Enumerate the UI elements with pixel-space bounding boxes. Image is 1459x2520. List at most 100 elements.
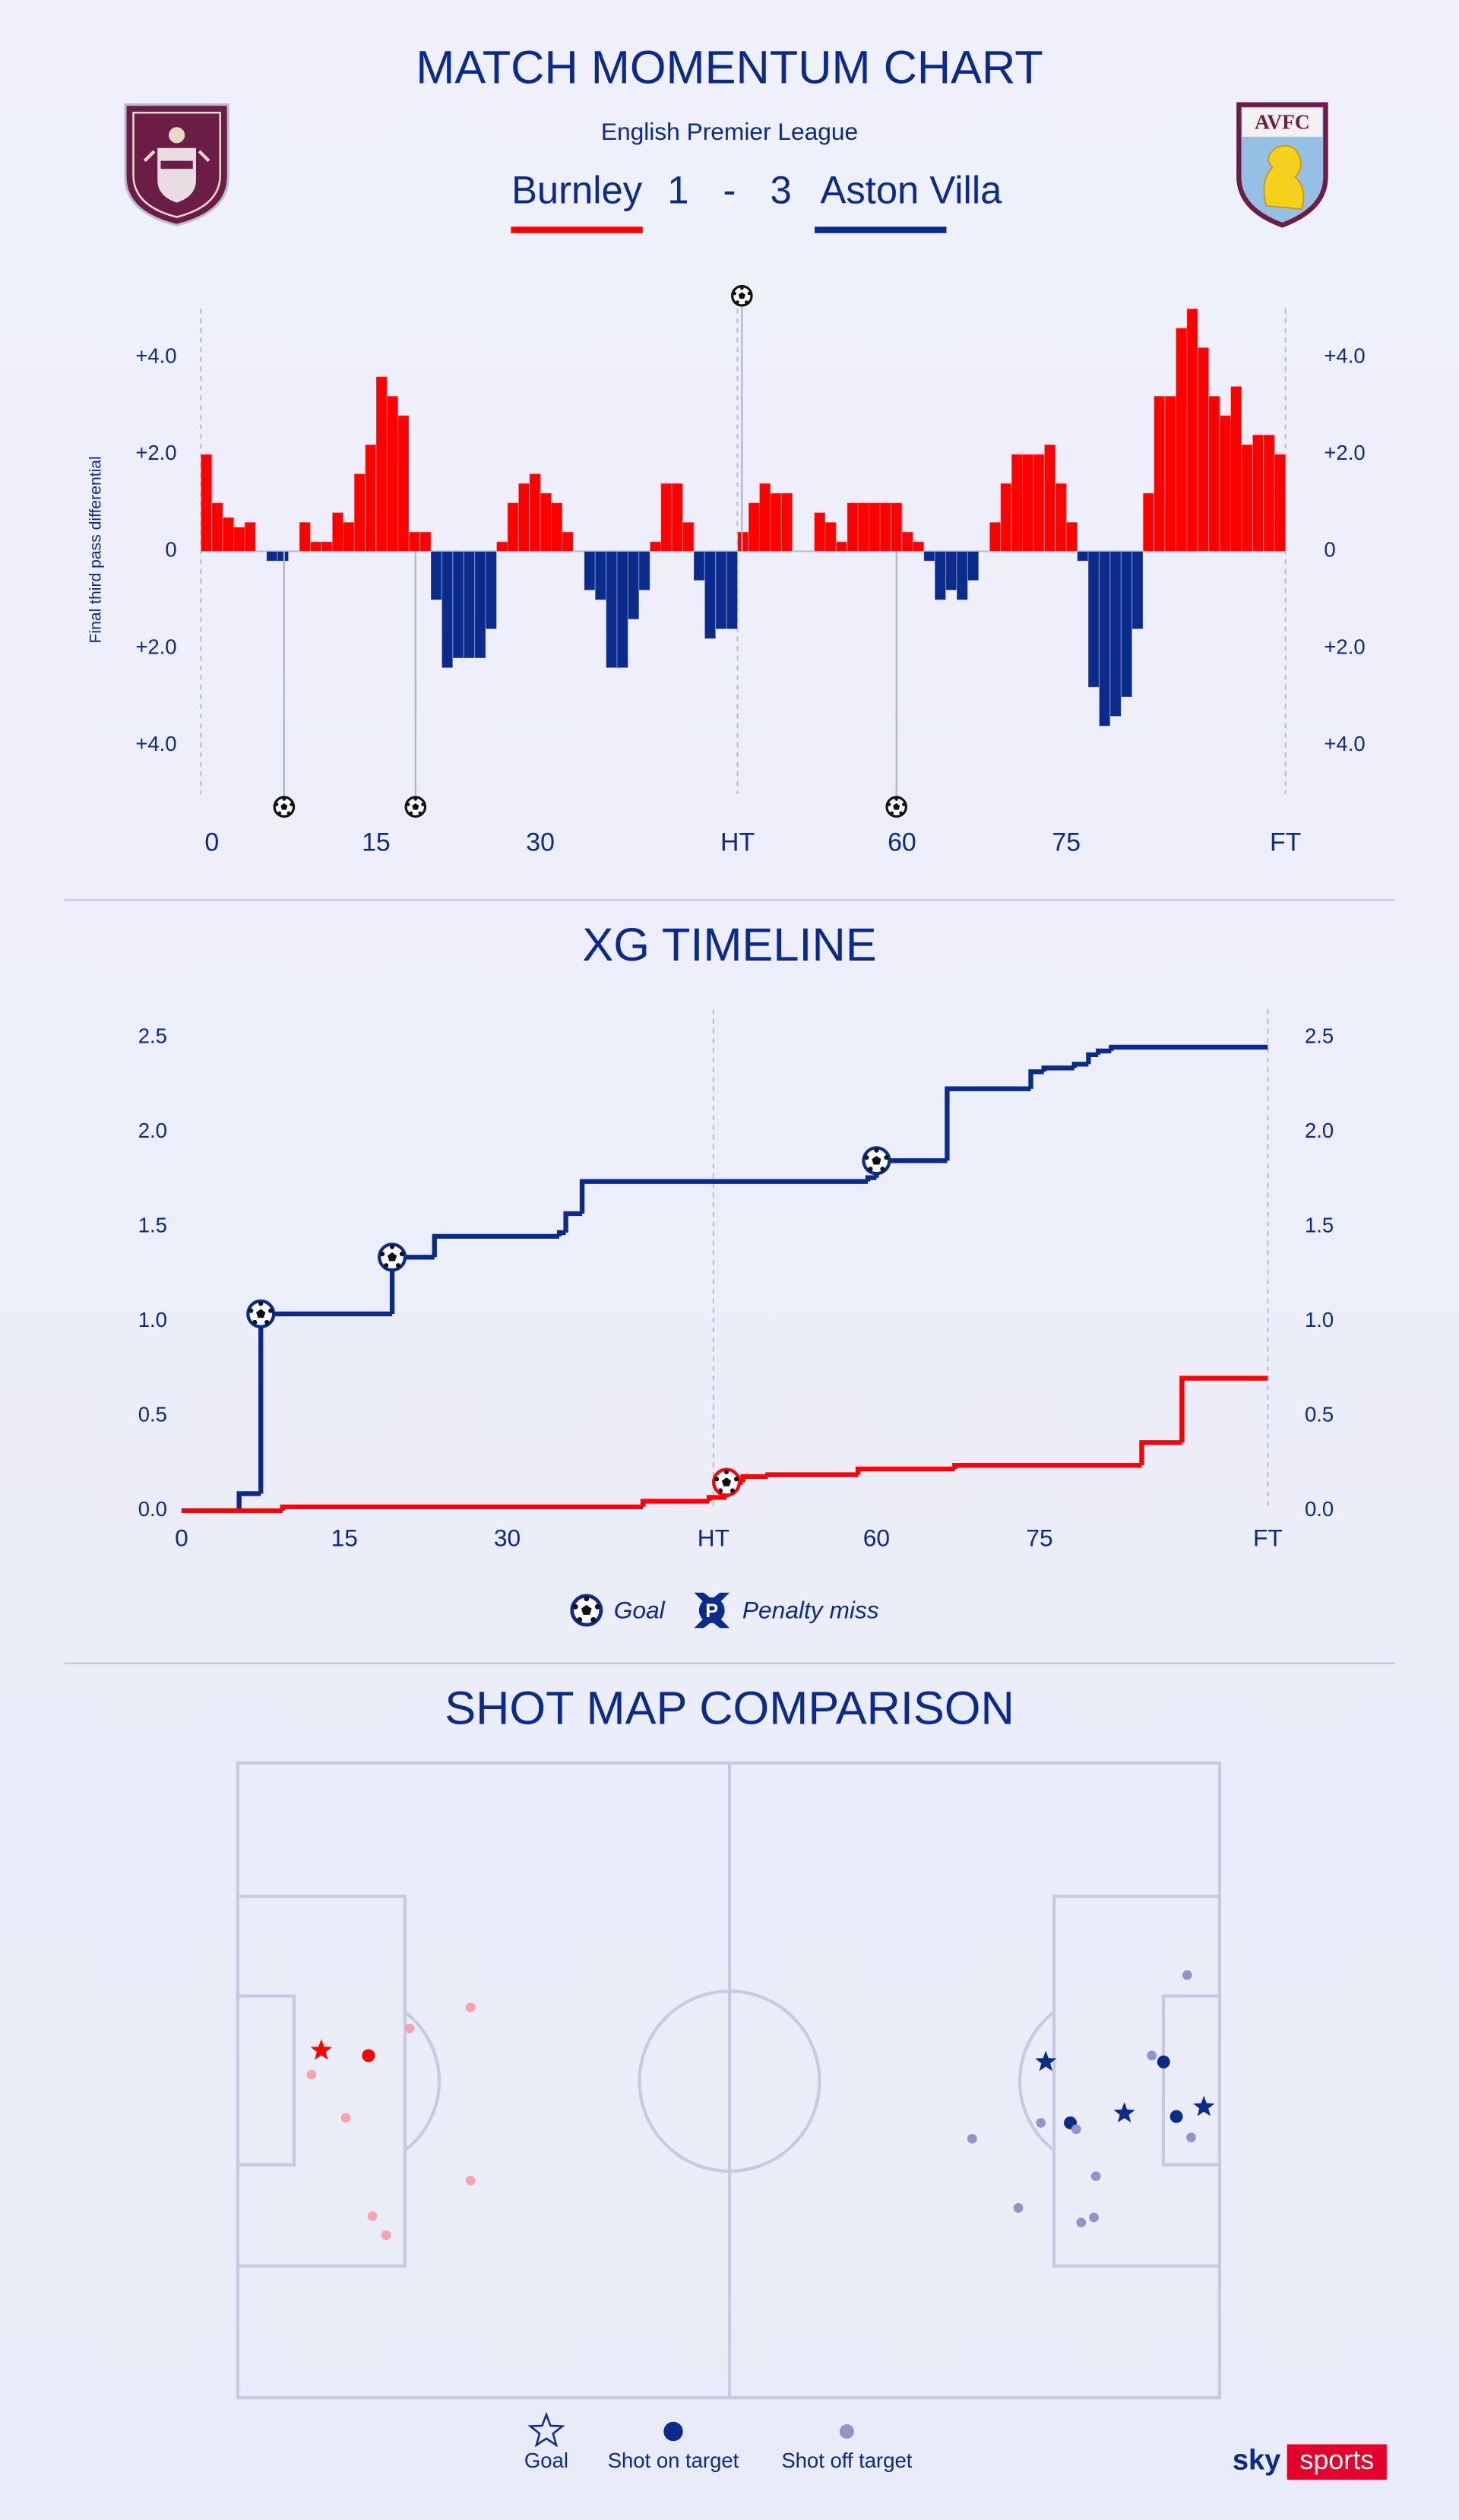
momentum-bar [1131, 550, 1144, 630]
penalty-icon: P [694, 1592, 730, 1629]
momentum-bar [562, 531, 574, 552]
momentum-bar [682, 521, 695, 552]
momentum-bar [1175, 328, 1188, 552]
shot-on-target [1157, 2055, 1170, 2069]
momentum-bar [967, 550, 980, 581]
y-tick-label: 1.5 [138, 1214, 167, 1237]
momentum-bar [934, 550, 947, 600]
y-tick-label: +2.0 [1324, 635, 1365, 658]
shot-goal [310, 2039, 332, 2060]
momentum-bar [343, 521, 355, 552]
momentum-bar [408, 531, 421, 552]
momentum-bar [869, 502, 881, 552]
shot-off-target [1071, 2124, 1081, 2135]
ball-patch [577, 1616, 583, 1622]
brand-sports: sports [1299, 2444, 1374, 2475]
momentum-bar [1043, 444, 1056, 552]
momentum-bar [1197, 347, 1210, 552]
shot-off-target [340, 2113, 351, 2123]
legend-label: Shot on target [608, 2449, 739, 2472]
momentum-bar [1274, 454, 1287, 552]
away-crest: AVFC [1236, 102, 1328, 228]
x-tick-label: 15 [362, 828, 391, 856]
momentum-bar [375, 376, 388, 552]
y-tick-label: 1.0 [138, 1308, 167, 1331]
ball-patch [714, 1477, 720, 1482]
ball-patch [286, 811, 291, 815]
penalty-disc [698, 1597, 725, 1623]
shot-off-target [381, 2230, 391, 2240]
y-tick-label: +2.0 [135, 635, 176, 658]
y-tick-label: 2.0 [138, 1119, 167, 1142]
goal-icon [378, 1243, 407, 1272]
momentum-bar [835, 541, 848, 552]
ball-patch [268, 1308, 274, 1313]
momentum-bar [890, 502, 903, 552]
xg-step [280, 1504, 644, 1511]
home-underline [511, 226, 643, 233]
y-tick-label: +4.0 [1324, 732, 1365, 755]
ball-patch [282, 797, 286, 801]
away-crest-text: AVFC [1255, 110, 1310, 133]
y-tick-label: +4.0 [1324, 343, 1365, 367]
xg-step [563, 1211, 583, 1233]
xg-step [1179, 1376, 1268, 1443]
momentum-bar [397, 415, 410, 552]
momentum-bar [748, 502, 760, 552]
shot-goal [1193, 2095, 1215, 2116]
ball-patch [893, 803, 900, 810]
momentum-bar [299, 521, 311, 552]
xg-step [855, 1466, 955, 1475]
momentum-bar [693, 550, 705, 581]
momentum-bar [386, 395, 399, 552]
momentum-bar [309, 541, 322, 552]
ball-patch [890, 811, 894, 815]
x-tick-label: 75 [1052, 828, 1081, 856]
shot-off-target [404, 2023, 415, 2034]
goal-icon [711, 1467, 742, 1497]
legend-marker [839, 2423, 854, 2439]
xg-step [1041, 1065, 1074, 1072]
xg-step [236, 1491, 261, 1511]
legend-label: Goal [614, 1596, 666, 1623]
ball-patch [868, 1167, 873, 1172]
momentum-bar [1142, 492, 1155, 552]
momentum-bar [879, 502, 891, 552]
momentum-bar [1263, 434, 1275, 552]
ball-patch [874, 1148, 879, 1153]
momentum-bar [660, 483, 673, 552]
momentum-bar [901, 531, 913, 552]
xg-step [765, 1472, 859, 1477]
momentum-bar [1230, 385, 1242, 552]
shot-off-target [465, 2176, 476, 2186]
momentum-bar [638, 550, 650, 591]
y-axis-label: Final third pass differential [87, 456, 104, 643]
y-tick-label: 2.5 [138, 1024, 167, 1048]
ball-patch [387, 1252, 397, 1262]
xg-step [1028, 1069, 1044, 1089]
momentum-bar [616, 550, 628, 669]
score-separator: - [723, 168, 736, 211]
ball-patch [584, 1596, 590, 1602]
legend-label: Goal [524, 2449, 568, 2472]
ball-patch [721, 1477, 732, 1486]
ball-patch [248, 1308, 254, 1313]
momentum-bar [1109, 550, 1122, 717]
momentum-bar [1120, 550, 1133, 698]
x-tick-label: 0 [204, 828, 219, 856]
momentum-bar [857, 502, 870, 552]
xg-step [865, 1175, 877, 1182]
momentum-bar [1011, 454, 1024, 552]
momentum-bar [780, 492, 793, 552]
charts: +4.0 +4.0 +2.0 +2.0 0 0 +2.0 +2.0 +4.0 +4.0 0 15 30 H… [135, 285, 1366, 2472]
xg-step [1109, 1044, 1268, 1051]
momentum-bar [244, 521, 256, 552]
momentum-bar [912, 541, 925, 552]
momentum-bar [266, 550, 278, 562]
goal-icon [404, 796, 427, 818]
x-tick-label: FT [1270, 828, 1301, 856]
y-tick-label: 2.5 [1305, 1024, 1334, 1048]
title: MATCH MOMENTUM CHART [416, 40, 1043, 93]
xg-step [945, 1086, 1031, 1161]
